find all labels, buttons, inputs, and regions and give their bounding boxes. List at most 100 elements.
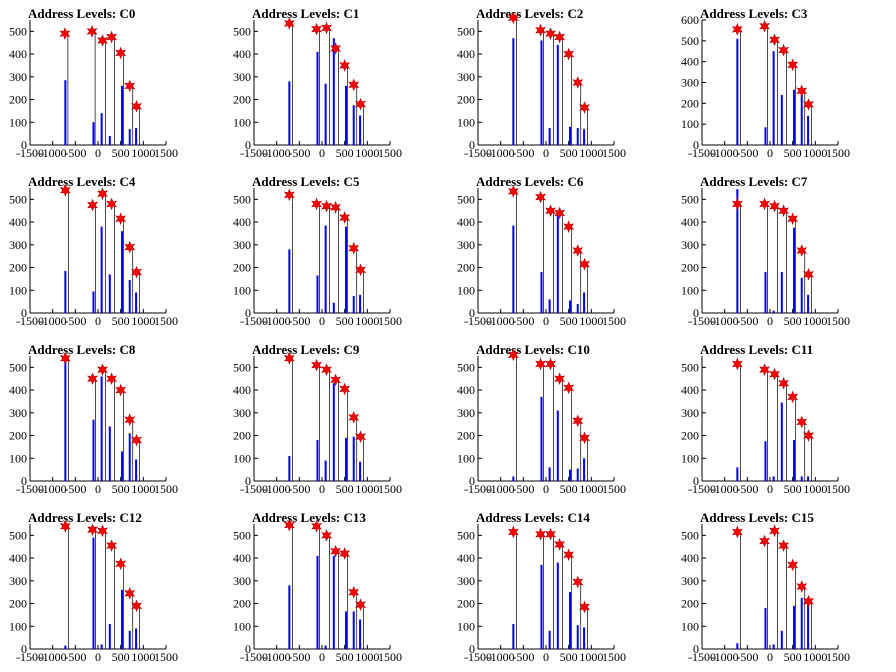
histogram-bar (576, 468, 579, 481)
chart-svg: Address Levels: C90100200300400500-1500-… (233, 342, 402, 496)
y-tick-label: 500 (233, 24, 251, 38)
peak-marker (535, 357, 547, 371)
x-tick-label: -1000 (263, 146, 291, 160)
x-tick-label: 1500 (378, 314, 402, 328)
x-tick-label: -500 (288, 650, 310, 664)
x-tick-label: 0 (95, 314, 101, 328)
y-tick-label: 300 (233, 70, 251, 84)
x-tick-label: 1500 (154, 314, 178, 328)
peak-marker (348, 241, 360, 255)
peak-marker (563, 381, 575, 395)
y-tick-label: 400 (9, 215, 27, 229)
histogram-bar (324, 460, 327, 481)
peak-marker (97, 524, 109, 538)
histogram-bar (583, 458, 586, 481)
x-tick-label: -1000 (487, 650, 515, 664)
x-tick-label: 500 (336, 650, 354, 664)
histogram-bar (540, 40, 543, 145)
x-tick-label: 0 (767, 482, 773, 496)
peak-marker (131, 433, 143, 447)
y-tick-label: 100 (233, 283, 251, 297)
x-tick-label: -1000 (263, 314, 291, 328)
peak-marker (115, 46, 127, 60)
chart-svg: Address Levels: C10 0 100 200 300 400 500 -1500… (457, 342, 626, 496)
histogram-bar (135, 127, 138, 145)
y-tick-label: 500 (457, 192, 475, 206)
histogram-bar (100, 113, 103, 145)
histogram-bar (288, 81, 291, 145)
x-tick-label: -1500 (688, 650, 716, 664)
peak-marker (759, 363, 771, 376)
x-tick-label: -1000 (263, 650, 291, 664)
x-tick-label: 0 (319, 146, 325, 160)
y-tick-label: 400 (681, 383, 699, 397)
y-tick-label: 500 (9, 528, 27, 542)
histogram-bar (108, 624, 111, 649)
peak-marker (572, 244, 584, 257)
histogram-bar (569, 300, 572, 313)
chart-title: Address Levels: C10 (476, 342, 590, 357)
peak-marker (339, 382, 351, 396)
peak-marker (572, 575, 584, 589)
histogram-bar (780, 630, 783, 649)
x-tick-label: 1000 (803, 314, 827, 328)
peak-marker (97, 34, 109, 47)
peak-marker (348, 585, 360, 599)
x-tick-label: 1000 (579, 314, 603, 328)
x-tick-label: 1500 (826, 314, 850, 328)
histogram-bar (548, 630, 551, 649)
y-tick-label: 100 (681, 283, 699, 297)
peak-marker (124, 240, 136, 254)
histogram-bar (583, 292, 586, 313)
x-tick-label: 1500 (826, 482, 850, 496)
x-tick-label: -1000 (711, 146, 739, 160)
y-tick-label: 0 (245, 306, 251, 320)
x-tick-label: 1500 (154, 146, 178, 160)
y-tick-label: 100 (233, 619, 251, 633)
x-tick-label: -1500 (464, 482, 492, 496)
histogram-bar (92, 537, 95, 649)
y-tick-label: 0 (21, 306, 27, 320)
y-tick-label: 200 (233, 261, 251, 275)
peak-marker (283, 188, 295, 202)
x-tick-label: 1000 (579, 482, 603, 496)
peak-marker (554, 372, 566, 386)
histogram-bar (548, 467, 551, 481)
histogram-bar (108, 274, 111, 313)
x-tick-label: -1500 (464, 314, 492, 328)
peak-marker (563, 47, 575, 61)
histogram-bar (793, 440, 796, 481)
peak-marker (97, 187, 109, 200)
histogram-bar (736, 643, 739, 649)
x-tick-label: 500 (784, 314, 802, 328)
histogram-bar (345, 611, 348, 649)
x-tick-label: 1000 (579, 146, 603, 160)
x-tick-label: 1000 (131, 482, 155, 496)
peak-marker (339, 59, 351, 72)
chart-panel: Address Levels: C15 0 100 200 300 400 500 -1500… (672, 504, 896, 672)
x-tick-label: 0 (543, 482, 549, 496)
peak-marker (787, 558, 799, 572)
y-tick-label: 0 (469, 306, 475, 320)
y-tick-label: 300 (457, 238, 475, 252)
y-tick-label: 300 (233, 238, 251, 252)
x-tick-label: 1000 (803, 482, 827, 496)
chart-svg: Address Levels: C3 0 100 200 300 400 500 600 -15… (681, 6, 850, 160)
y-tick-label: 500 (233, 528, 251, 542)
x-tick-label: -1000 (711, 314, 739, 328)
y-tick-label: 0 (469, 474, 475, 488)
peak-marker (355, 97, 367, 111)
y-tick-label: 400 (457, 551, 475, 565)
y-tick-label: 100 (233, 115, 251, 129)
x-tick-label: 500 (560, 314, 578, 328)
histogram-bar (135, 628, 138, 649)
peak-marker (554, 206, 566, 220)
y-tick-label: 100 (9, 451, 27, 465)
peak-marker (731, 197, 743, 211)
x-tick-label: -1500 (240, 482, 268, 496)
y-tick-label: 300 (233, 406, 251, 420)
y-tick-label: 300 (681, 238, 699, 252)
chart-svg: Address Levels: C11 0 100 200 300 400 500 -1500… (681, 342, 850, 496)
peak-marker (283, 351, 295, 365)
x-tick-label: 500 (560, 650, 578, 664)
